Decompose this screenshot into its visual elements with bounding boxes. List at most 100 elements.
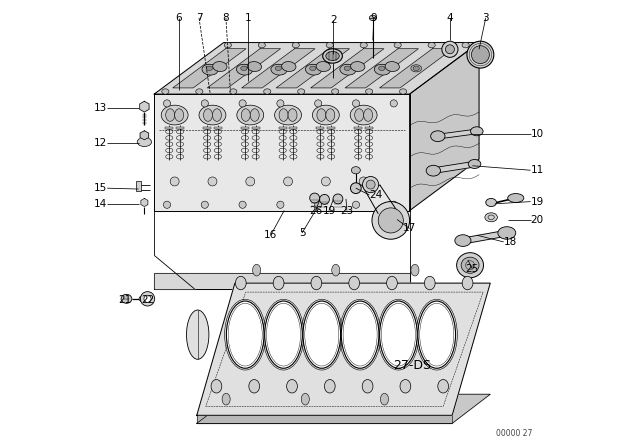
Ellipse shape [442, 41, 458, 57]
Ellipse shape [275, 105, 301, 125]
Ellipse shape [310, 66, 316, 71]
Ellipse shape [137, 138, 152, 146]
Polygon shape [141, 198, 148, 207]
Ellipse shape [353, 100, 360, 107]
Ellipse shape [321, 177, 330, 186]
Text: 21: 21 [118, 295, 132, 305]
Ellipse shape [424, 276, 435, 290]
Polygon shape [436, 129, 479, 139]
Text: 00000 27: 00000 27 [497, 429, 533, 438]
Ellipse shape [236, 64, 253, 75]
Ellipse shape [319, 194, 330, 204]
Text: 24: 24 [369, 190, 383, 200]
Ellipse shape [301, 393, 309, 405]
Bar [203, 127, 211, 129]
Ellipse shape [438, 379, 449, 393]
Ellipse shape [249, 379, 260, 393]
Ellipse shape [237, 105, 264, 125]
Ellipse shape [326, 52, 339, 60]
Ellipse shape [211, 379, 222, 393]
Ellipse shape [374, 64, 390, 75]
Ellipse shape [462, 43, 469, 48]
Ellipse shape [311, 276, 322, 290]
Ellipse shape [206, 66, 212, 71]
Polygon shape [154, 94, 410, 211]
Ellipse shape [250, 109, 259, 121]
Ellipse shape [428, 43, 435, 48]
Ellipse shape [175, 109, 184, 121]
Ellipse shape [144, 295, 151, 302]
Ellipse shape [282, 61, 296, 72]
Text: 13: 13 [94, 103, 108, 112]
Ellipse shape [140, 292, 155, 306]
Ellipse shape [349, 276, 360, 290]
Ellipse shape [196, 89, 203, 94]
Text: 27-DS: 27-DS [393, 358, 431, 372]
Ellipse shape [236, 276, 246, 290]
Ellipse shape [456, 253, 484, 278]
Ellipse shape [431, 131, 445, 142]
Ellipse shape [467, 41, 494, 68]
Ellipse shape [212, 109, 221, 121]
Text: 6: 6 [175, 13, 182, 23]
Ellipse shape [224, 43, 232, 48]
Ellipse shape [372, 202, 410, 239]
Ellipse shape [317, 109, 326, 121]
Text: 4: 4 [447, 13, 453, 23]
Ellipse shape [485, 213, 497, 222]
Polygon shape [173, 49, 246, 88]
Ellipse shape [351, 167, 360, 174]
Text: 23: 23 [340, 206, 353, 215]
Ellipse shape [365, 89, 372, 94]
Ellipse shape [326, 109, 335, 121]
Ellipse shape [486, 198, 497, 207]
Ellipse shape [418, 301, 456, 368]
Polygon shape [276, 49, 349, 88]
Ellipse shape [230, 89, 237, 94]
Ellipse shape [341, 301, 379, 368]
Ellipse shape [284, 177, 292, 186]
Ellipse shape [366, 180, 375, 189]
Bar [136, 181, 141, 191]
Polygon shape [197, 415, 452, 423]
Ellipse shape [264, 89, 271, 94]
Polygon shape [345, 49, 419, 88]
Text: 16: 16 [264, 230, 277, 240]
Text: 9: 9 [371, 13, 377, 23]
Ellipse shape [275, 66, 282, 71]
Polygon shape [140, 101, 149, 112]
Ellipse shape [277, 201, 284, 208]
Ellipse shape [326, 43, 333, 48]
Ellipse shape [253, 264, 260, 276]
Ellipse shape [271, 64, 287, 75]
Ellipse shape [333, 194, 343, 204]
Ellipse shape [455, 235, 471, 246]
Ellipse shape [378, 208, 403, 233]
Text: 5: 5 [299, 228, 305, 238]
Ellipse shape [340, 64, 356, 75]
Ellipse shape [344, 66, 351, 71]
Bar [165, 127, 173, 129]
Ellipse shape [426, 165, 440, 176]
Text: 7: 7 [196, 13, 202, 23]
Ellipse shape [379, 66, 385, 71]
Ellipse shape [472, 46, 490, 64]
Ellipse shape [470, 127, 483, 136]
Ellipse shape [369, 15, 376, 21]
Ellipse shape [273, 65, 284, 72]
Text: 22: 22 [141, 295, 154, 305]
Ellipse shape [259, 43, 266, 48]
Polygon shape [242, 49, 315, 88]
Ellipse shape [342, 65, 353, 72]
Text: 12: 12 [94, 138, 108, 148]
Text: 19: 19 [323, 206, 335, 215]
Bar [176, 127, 184, 129]
Ellipse shape [239, 100, 246, 107]
Ellipse shape [332, 264, 340, 276]
Polygon shape [310, 49, 384, 88]
Ellipse shape [312, 105, 339, 125]
Ellipse shape [199, 105, 226, 125]
Ellipse shape [161, 105, 188, 125]
Ellipse shape [305, 64, 321, 75]
Ellipse shape [387, 276, 397, 290]
